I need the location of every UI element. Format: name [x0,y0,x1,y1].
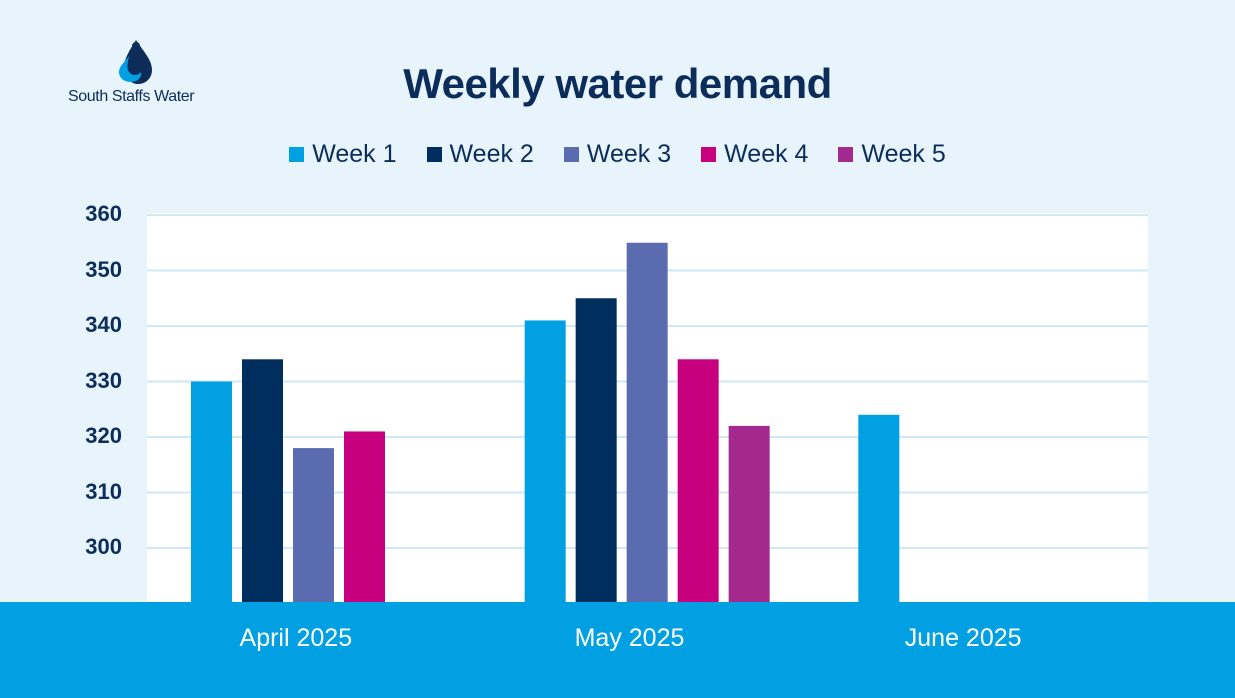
x-tick-label: April 2025 [239,624,353,652]
bar-may-2025-week-4 [677,359,719,602]
legend-label: Week 4 [724,140,809,168]
legend-swatch [289,147,305,162]
y-tick-label: 340 [85,312,122,337]
legend-swatch [426,147,442,162]
bar-chart [147,214,1148,602]
bar-april-2025-week-3 [293,448,334,602]
bar-june-2025-week-1 [858,414,900,602]
water-drop-icon [119,40,152,84]
legend-swatch [838,147,854,162]
bar-april-2025-week-4 [344,431,385,602]
y-tick-label: 320 [85,423,122,448]
legend-item: Week 1 [289,140,397,169]
legend-item: Week 5 [838,140,946,169]
legend-label: Week 2 [449,140,534,168]
bar-may-2025-week-3 [626,242,668,602]
legend-item: Week 3 [563,140,672,169]
legend-label: Week 1 [312,140,397,168]
bar-may-2025-week-1 [524,320,566,602]
x-tick-label: June 2025 [904,624,1022,652]
legend-swatch [701,147,717,162]
legend-item: Week 4 [701,140,808,169]
y-tick-label: 310 [85,478,122,504]
chart-title: Weekly water demand [403,60,832,107]
bar-april-2025-week-2 [242,359,283,602]
y-tick-label: 300 [85,534,122,559]
chart-legend: Week 1 Week 2 Week 3 Week 4 Week 5 [0,140,1235,169]
legend-label: Week 5 [861,140,946,168]
y-tick-label: 330 [85,367,122,393]
plot-area [147,213,1148,603]
legend-label: Week 3 [586,140,672,168]
bar-may-2025-week-2 [575,298,617,602]
bar-may-2025-week-5 [728,425,770,602]
y-tick-label: 360 [85,201,122,226]
legend-swatch [563,147,579,162]
brand-logo: South Staffs Water [64,38,214,110]
footer-band [0,602,1235,698]
legend-item: Week 2 [426,140,534,169]
logo-text: South Staffs Water [68,88,195,105]
x-tick-label: May 2025 [574,624,685,652]
bar-april-2025-week-1 [191,381,232,602]
y-tick-label: 350 [85,256,122,282]
